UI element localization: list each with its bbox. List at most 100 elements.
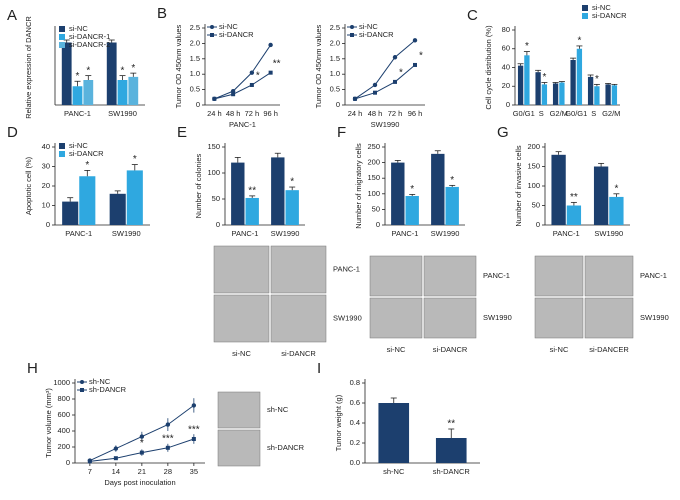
y-tick-label: 20 [42,181,50,190]
y-tick-label: 1000 [53,378,70,387]
y-tick-label: 0 [216,220,220,229]
marker [413,62,417,67]
significance: * [419,51,423,62]
y-tick-label: 2.5 [330,23,340,32]
photo [369,255,423,297]
panel-letter: B [157,5,167,22]
significance: * [595,74,599,85]
photo-row-label: SW1990 [640,313,669,322]
y-tick-label: 200 [367,158,380,167]
y-tick-label: 400 [57,426,70,435]
significance: *** [162,433,174,444]
photo-row-label: SW1990 [333,313,362,322]
legend-label: si-DANCR-2 [69,40,110,49]
line [354,64,416,100]
bar [83,80,94,105]
y-tick-label: 10 [42,200,50,209]
y-tick-label: 0.8 [350,378,360,387]
photo [534,297,584,339]
error-bar [555,151,562,155]
legend-label: sh-DANCR [89,385,127,394]
x-tick-label: 24 h [207,109,222,118]
y-tick-label: 50 [532,200,540,209]
significance: * [410,184,414,195]
error-bar [449,184,456,187]
bar [587,76,594,105]
y-tick-label: 2.5 [190,23,200,32]
panel-letter: H [27,360,38,377]
photo-row-label: PANC-1 [333,264,360,273]
y-tick-label: 0 [336,100,340,109]
y-tick-label: 0 [196,100,200,109]
legend-label: si-DANCR [219,30,254,39]
legend-marker [350,33,354,37]
bar [61,42,72,105]
photo [534,255,584,297]
error-bar [249,195,256,198]
y-tick-label: 50 [372,204,380,213]
y-tick-label: 2.0 [330,38,340,47]
photo [369,297,423,339]
significance: * [399,68,403,79]
photo-row-label: PANC-1 [640,271,667,280]
line [214,44,272,100]
marker [191,403,197,408]
y-tick-label: 150 [367,173,380,182]
y-tick-label: 0 [376,220,380,229]
y-tick-label: 200 [527,142,540,151]
y-tick-label: 40 [42,142,50,151]
photo [584,255,634,297]
legend-swatch [59,42,65,48]
bar [435,438,467,463]
marker [249,82,254,87]
photo-column-label: si-DANCR [433,345,468,354]
legend-swatch [59,26,65,32]
bar [128,76,139,105]
photo [217,429,261,467]
legend-marker [80,388,84,392]
marker [139,434,145,439]
x-tick-label: 14 [112,467,120,476]
y-tick-label: 100 [527,181,540,190]
marker [87,459,92,464]
x-tick-label: PANC-1 [64,109,91,118]
error-bar [598,162,605,167]
panel-letter: D [7,124,18,141]
error-bar [130,72,137,77]
photo [217,391,261,429]
y-tick-label: 0.5 [190,85,200,94]
significance: * [133,154,137,165]
x-tick-label: SW1990 [594,229,623,238]
significance: ** [248,186,256,197]
y-tick-label: 0.2 [350,438,360,447]
x-tick-label: 72 h [388,109,403,118]
y-tick-label: 50 [212,194,220,203]
legend-label: si-NC [359,22,378,31]
legend-swatch [59,34,65,40]
x-axis-label: PANC-1 [229,120,256,129]
error-bar [234,156,241,163]
bar [570,60,576,105]
x-tick-label: 96 h [263,109,278,118]
y-tick-label: 0.6 [350,398,360,407]
significance: * [577,36,581,47]
photo-row-label: PANC-1 [483,271,510,280]
error-bar [434,150,441,154]
y-axis-label: Tumor OD 450nm values [314,25,323,109]
x-tick-label: 48 h [226,109,241,118]
y-tick-label: 60 [502,44,510,53]
y-tick-label: 1.0 [330,69,340,78]
y-tick-label: 0.0 [350,458,360,467]
error-bar [289,186,296,191]
x-tick-label: sh-NC [383,467,405,476]
x-tick-label: S [591,109,596,118]
error-bar [587,74,594,77]
error-bar [576,45,583,49]
panel-letter: I [317,360,321,377]
bar [231,162,245,225]
legend-marker [350,25,354,29]
significance: * [256,71,260,82]
photo [213,294,270,343]
marker [165,445,170,450]
marker [373,90,377,95]
